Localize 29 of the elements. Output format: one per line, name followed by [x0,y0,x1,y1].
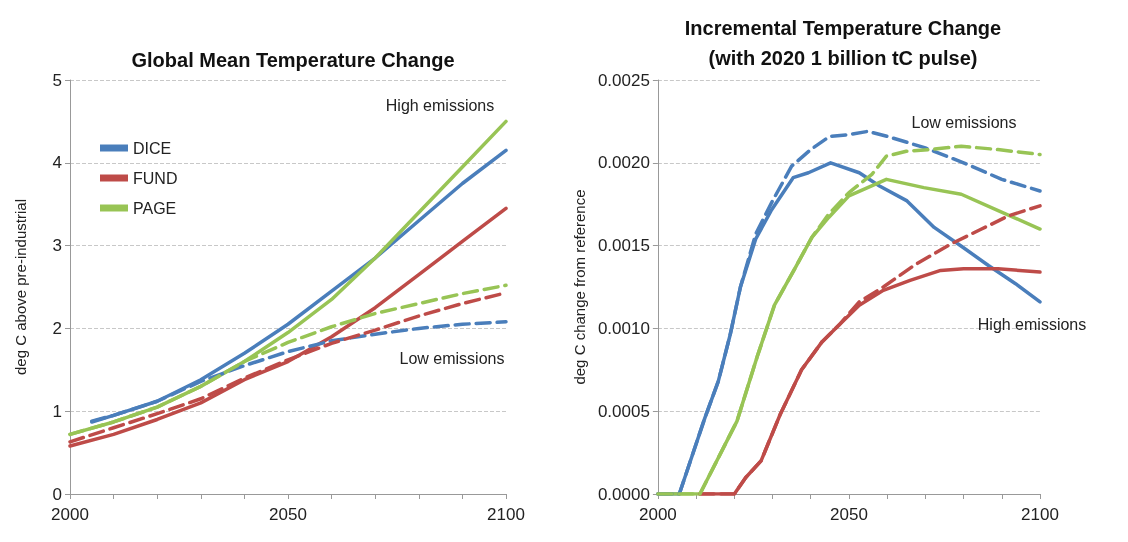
y-axis-title: deg C change from reference [571,189,588,385]
y-tick-label: 1 [52,401,62,421]
y-tick-label: 0.0025 [597,70,650,90]
chart-title: Global Mean Temperature Change [131,49,455,71]
y-tick-label: 3 [52,236,62,256]
y-tick-label: 4 [52,153,62,173]
legend-label: PAGE [133,199,177,217]
y-tick-label: 0.0005 [597,401,650,421]
annotation: High emissions [977,315,1087,333]
annotation: Low emissions [399,349,505,367]
y-tick-label: 0 [52,484,62,504]
annotation: Low emissions [911,113,1017,131]
annotation: High emissions [385,96,495,114]
y-axis-title: deg C above pre-industrial [12,199,29,375]
x-tick-label: 2100 [487,505,525,524]
chart-title: Incremental Temperature Change (with 2020 1 billion tC pulse) [684,17,1002,69]
legend-label: FUND [133,169,178,187]
legend-label: DICE [133,139,172,157]
x-tick-label: 2100 [1021,505,1059,524]
x-tick-label: 2050 [830,505,868,524]
x-tick-label: 2050 [269,505,307,524]
x-tick-label: 2000 [638,505,677,524]
y-tick-label: 0.0000 [597,484,650,504]
y-tick-label: 0.0015 [597,236,650,256]
y-tick-label: 0.0010 [597,318,650,338]
y-tick-label: 0.0020 [597,153,650,173]
y-tick-label: 5 [52,70,62,90]
x-tick-label: 2000 [51,505,89,524]
y-tick-label: 2 [52,318,62,338]
